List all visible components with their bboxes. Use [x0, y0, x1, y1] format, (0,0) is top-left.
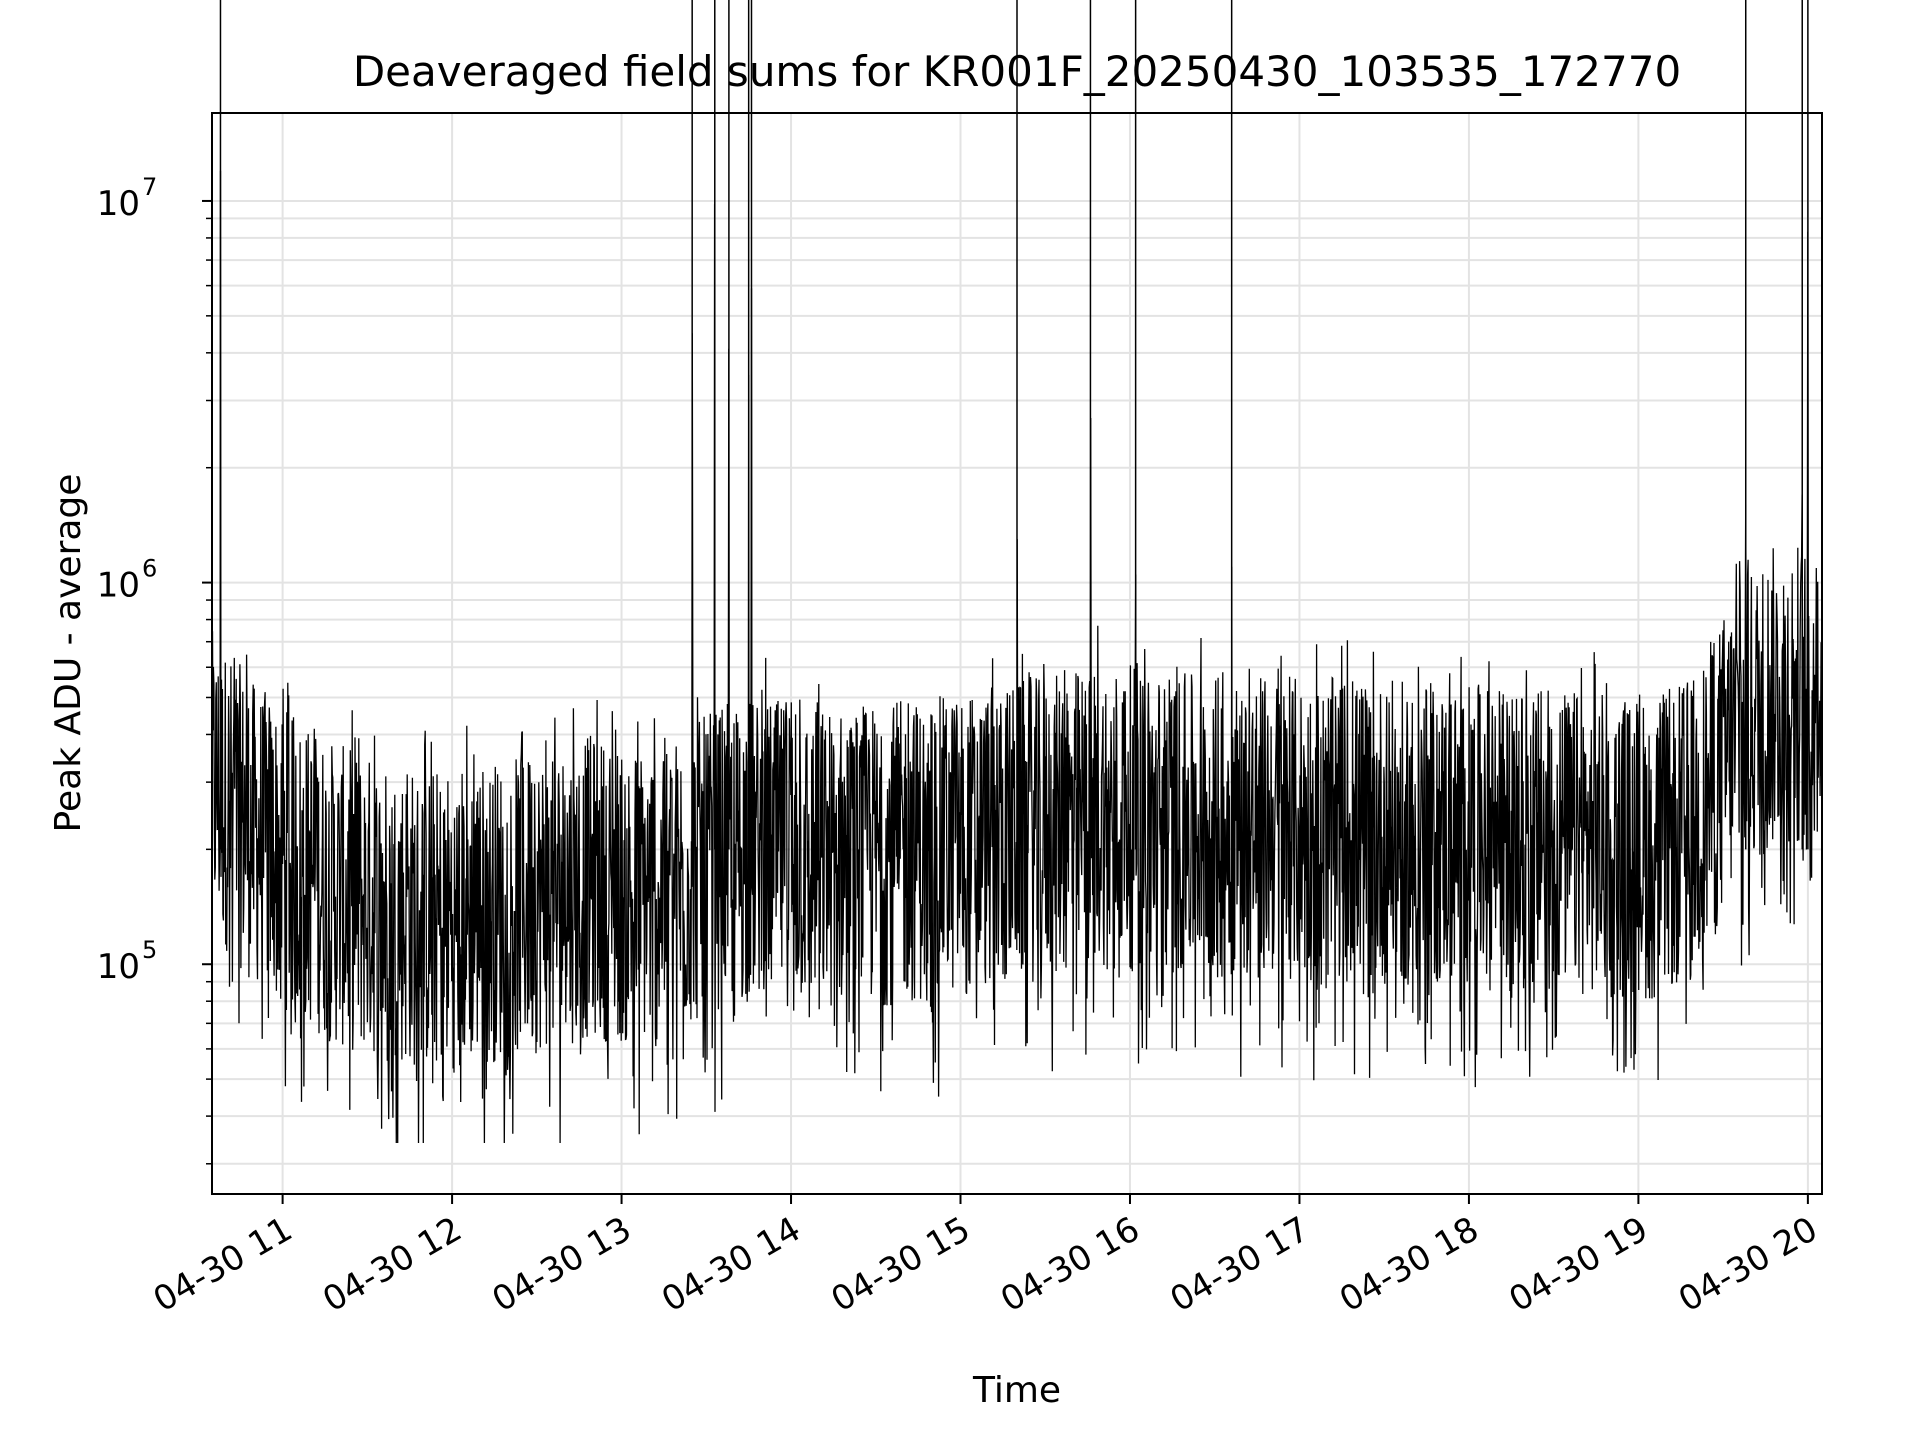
chart-title: Deaveraged field sums for KR001F_2025043…	[353, 47, 1681, 96]
y-tick-label: 10	[97, 947, 140, 987]
axes-frame	[211, 112, 1823, 1195]
y-tick-label: 10	[97, 184, 140, 224]
y-tick-exponent: 5	[142, 936, 157, 964]
y-axis-label: Peak ADU - average	[48, 474, 89, 833]
x-axis-label: Time	[972, 1370, 1061, 1411]
plot-area	[211, 0, 1823, 1144]
y-tick-label: 10	[97, 566, 140, 606]
y-tick-exponent: 7	[142, 173, 157, 201]
y-tick-exponent: 6	[142, 555, 157, 583]
